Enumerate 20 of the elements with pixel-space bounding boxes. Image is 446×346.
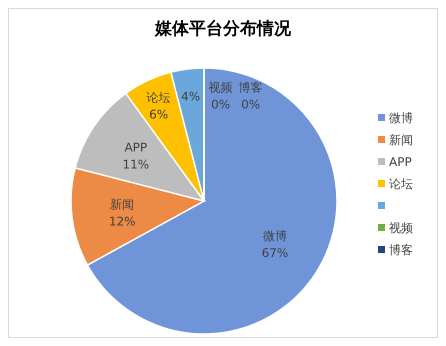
- slice-label: APP: [124, 140, 148, 155]
- category-label: 视频: [208, 80, 233, 95]
- legend-label: 微博: [389, 111, 413, 125]
- legend-label: 新闻: [389, 133, 413, 147]
- slice-label: 新闻: [110, 197, 134, 212]
- data-label: 67%: [262, 246, 288, 260]
- legend-label: APP: [389, 155, 412, 169]
- legend-label: 博客: [389, 243, 413, 257]
- slice-label: 微博: [262, 228, 287, 243]
- legend-label: 视频: [389, 221, 413, 235]
- data-label: 6%: [149, 108, 168, 122]
- legend-label: 论坛: [389, 177, 413, 191]
- chart-title: 媒体平台分布情况: [154, 19, 292, 39]
- category-label: 博客: [238, 80, 263, 95]
- slice-label: 论坛: [146, 90, 171, 105]
- text: 0%: [241, 98, 260, 112]
- data-label: 11%: [122, 158, 150, 172]
- data-label: 4%: [181, 89, 200, 104]
- data-label: 12%: [108, 214, 136, 228]
- text: 0%: [211, 98, 230, 112]
